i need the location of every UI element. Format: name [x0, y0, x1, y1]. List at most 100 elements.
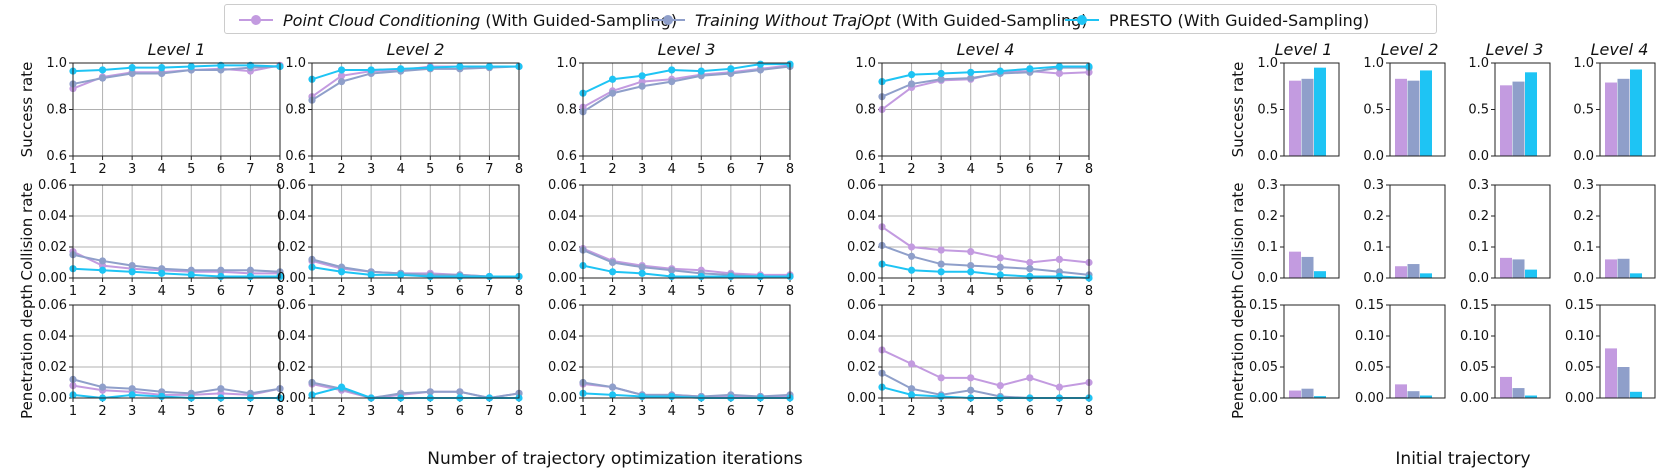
series-line-2 — [72, 64, 281, 73]
series-line-0 — [72, 250, 280, 275]
line-panel — [69, 304, 284, 402]
data-point — [937, 268, 945, 276]
y-tick-label: 1.0 — [285, 56, 306, 71]
data-point — [907, 266, 916, 274]
bar-2 — [1525, 72, 1537, 156]
x-tick-label: 4 — [158, 162, 166, 177]
y-tick-label: 0.06 — [847, 298, 876, 313]
y-tick-label: 1.0 — [556, 56, 577, 71]
x-tick-label: 2 — [608, 284, 616, 299]
y-tick-label: 0.6 — [556, 149, 577, 164]
data-point — [638, 72, 646, 80]
line-panel — [878, 184, 1093, 282]
x-tick-label: 6 — [217, 404, 225, 419]
bar-0 — [1289, 251, 1301, 278]
x-tick-label: 3 — [937, 284, 945, 299]
bar-1 — [1512, 81, 1525, 156]
data-point — [967, 374, 975, 382]
data-point — [1055, 383, 1064, 391]
data-point — [608, 258, 617, 267]
panel-frame — [1494, 62, 1551, 157]
data-point — [668, 266, 676, 274]
x-tick-label: 4 — [158, 404, 166, 419]
y-tick-label: 0.06 — [548, 178, 577, 193]
data-point — [967, 268, 975, 276]
x-tick-label: 2 — [907, 284, 915, 299]
y-tick-label: 0.8 — [285, 103, 306, 118]
data-point — [907, 360, 916, 368]
data-point — [456, 272, 464, 281]
x-tick-label: 6 — [727, 404, 735, 419]
panel-frame — [582, 62, 791, 157]
y-tick-label: 0.04 — [548, 329, 577, 344]
x-tick-label: 8 — [1085, 284, 1093, 299]
y-tick-label: 1.0 — [1257, 56, 1278, 71]
y-tick-label: 0.2 — [1363, 209, 1384, 224]
x-tick-label: 2 — [608, 404, 616, 419]
line-panel-title: Level 3 — [658, 40, 716, 59]
series-line-1 — [881, 66, 1089, 98]
legend-swatch-training-without-trajopt — [651, 10, 685, 30]
x-tick-label: 4 — [967, 284, 975, 299]
x-tick-label: 4 — [668, 284, 676, 299]
legend-item-point-cloud: Point Cloud Conditioning (With Guided-Sa… — [239, 10, 677, 30]
data-point — [638, 392, 646, 401]
line-panel — [878, 304, 1093, 402]
x-tick-label: 6 — [1026, 404, 1034, 419]
x-tick-label: 5 — [697, 404, 705, 419]
y-tick-label: 0.05 — [1565, 360, 1594, 375]
bar-0 — [1500, 376, 1512, 398]
data-point — [638, 269, 646, 277]
y-tick-label: 0.15 — [1355, 298, 1384, 313]
x-tick-label: 8 — [276, 404, 284, 419]
y-tick-label: 0.04 — [277, 209, 306, 224]
data-point — [337, 78, 346, 86]
bar-0 — [1605, 259, 1617, 278]
y-tick-label: 0.6 — [46, 149, 67, 164]
data-point — [996, 254, 1004, 262]
data-point — [756, 272, 765, 281]
bar-1 — [1407, 264, 1420, 278]
data-point — [217, 61, 225, 69]
data-point — [1026, 265, 1034, 273]
panel-frame — [1283, 304, 1340, 399]
x-tick-label: 3 — [638, 284, 646, 299]
x-tick-label: 7 — [485, 404, 493, 419]
bar-panel-title: Level 2 — [1381, 40, 1439, 59]
data-point — [668, 272, 676, 281]
x-tick-label: 5 — [697, 162, 705, 177]
x-tick-label: 6 — [456, 162, 464, 177]
legend-label-rest: (With Guided-Sampling) — [890, 10, 1088, 30]
y-tick-label: 0.5 — [1573, 103, 1594, 118]
x-tick-label: 8 — [786, 284, 794, 299]
line-panel — [308, 184, 523, 282]
data-point — [1026, 272, 1034, 281]
data-point — [608, 75, 617, 83]
x-tick-label: 3 — [937, 162, 945, 177]
bar-panel — [1280, 184, 1340, 279]
line-panel — [579, 60, 794, 160]
data-point — [128, 385, 136, 393]
series-line-0 — [72, 384, 281, 396]
data-point — [367, 66, 375, 74]
x-tick-label: 1 — [308, 404, 316, 419]
y-tick-label: 0.02 — [277, 360, 306, 375]
x-tick-label: 7 — [246, 404, 254, 419]
bar-2 — [1630, 69, 1642, 156]
y-tick-label: 0.06 — [847, 178, 876, 193]
y-tick-label: 0.00 — [1565, 391, 1594, 406]
y-tick-label: 0.02 — [847, 360, 876, 375]
panel-frame — [311, 304, 520, 399]
data-point — [907, 243, 916, 251]
x-tick-label: 3 — [638, 162, 646, 177]
data-point — [638, 82, 646, 90]
y-tick-label: 0.06 — [277, 178, 306, 193]
bar-row-ylabel: Collision rate — [1229, 182, 1247, 280]
data-point — [668, 78, 676, 86]
x-tick-label: 6 — [1026, 162, 1034, 177]
y-tick-label: 0.5 — [1468, 103, 1489, 118]
data-point — [187, 62, 195, 71]
x-tick-label: 5 — [697, 284, 705, 299]
data-point — [98, 266, 107, 274]
